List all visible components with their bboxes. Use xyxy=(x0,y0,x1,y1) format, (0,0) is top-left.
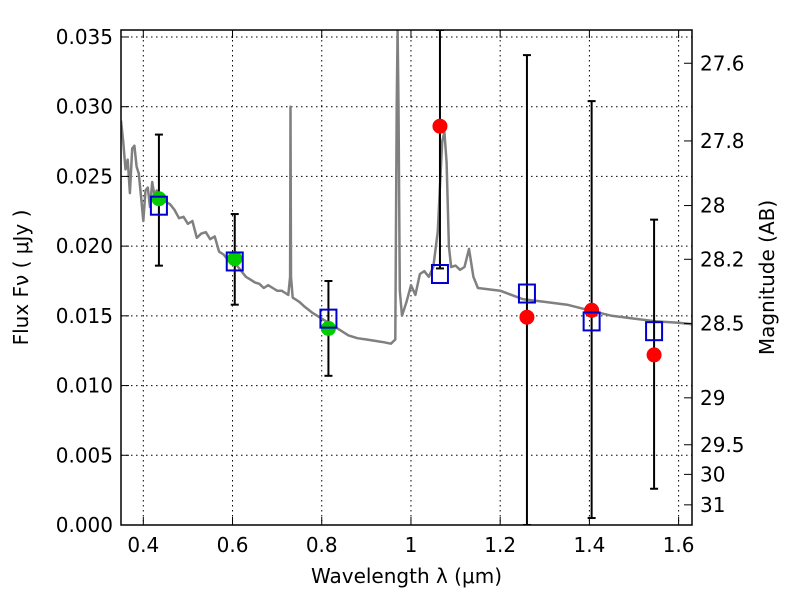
x-tick-labels: 0.4 0.6 0.8 1 1.2 1.4 1.6 xyxy=(127,533,694,557)
red-data-point xyxy=(646,347,662,363)
model-box-point xyxy=(149,195,168,216)
template-spectrum-layer xyxy=(121,30,692,345)
errorbars-layer xyxy=(154,30,659,525)
red-data-point xyxy=(432,118,448,134)
y-tick-label: 0.020 xyxy=(56,234,113,258)
y-tick-label: 0.035 xyxy=(56,25,113,49)
right-tick-label: 29 xyxy=(700,386,725,410)
model-box-point xyxy=(517,283,536,304)
template-spectrum-line xyxy=(121,30,692,345)
y-tick-label: 0.030 xyxy=(56,95,113,119)
x-tick-label: 1 xyxy=(405,533,418,557)
red-data-point xyxy=(519,309,535,325)
green-data-point xyxy=(227,251,243,267)
right-tick-label: 27.6 xyxy=(700,51,745,75)
y-tick-label: 0.005 xyxy=(56,443,113,467)
y-tick-label: 0.015 xyxy=(56,304,113,328)
model-box-point xyxy=(645,321,664,342)
green-data-point xyxy=(151,191,167,207)
y-tick-labels: 0.000 0.005 0.010 0.015 0.020 0.025 0.030 0.035 xyxy=(56,25,113,537)
right-tick-labels: 27.6 27.8 28 28.2 28.5 29 29.5 30 31 xyxy=(700,51,745,517)
right-tick-label: 30 xyxy=(700,462,725,486)
right-tick-label: 28.5 xyxy=(700,311,745,335)
x-tick-label: 1.6 xyxy=(663,533,695,557)
right-axis-label: Magnitude (AB) xyxy=(755,200,779,355)
right-tick-label: 31 xyxy=(700,493,725,517)
x-axis-label: Wavelength λ (μm) xyxy=(311,564,502,588)
y-tick-label: 0.000 xyxy=(56,513,113,537)
x-tick-label: 0.6 xyxy=(217,533,249,557)
plot-frame xyxy=(120,29,693,526)
axis-ticks xyxy=(121,30,692,526)
model-box-point xyxy=(319,308,338,329)
x-tick-label: 1.2 xyxy=(484,533,516,557)
data-points-layer xyxy=(149,118,664,363)
model-box-point xyxy=(225,251,244,272)
right-tick-label: 29.5 xyxy=(700,433,745,457)
x-tick-label: 0.8 xyxy=(306,533,338,557)
model-box-point xyxy=(430,264,449,285)
y-tick-label: 0.010 xyxy=(56,374,113,398)
right-tick-label: 27.8 xyxy=(700,129,745,153)
right-tick-label: 28 xyxy=(700,194,725,218)
grid xyxy=(121,30,692,526)
y-axis-label: Flux Fν ( μJy ) xyxy=(9,210,33,346)
model-box-point xyxy=(582,311,601,332)
red-data-point xyxy=(584,302,600,318)
x-tick-label: 0.4 xyxy=(127,533,159,557)
y-tick-label: 0.025 xyxy=(56,164,113,188)
x-tick-label: 1.4 xyxy=(573,533,605,557)
right-tick-label: 28.2 xyxy=(700,247,745,271)
